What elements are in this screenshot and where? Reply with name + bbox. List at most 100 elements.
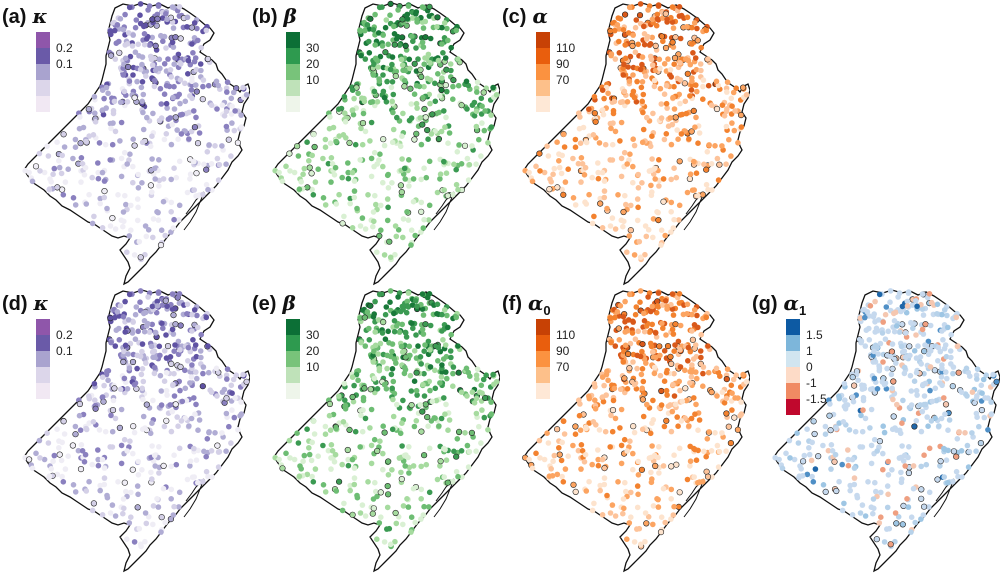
station-point: [671, 370, 677, 377]
station-point: [872, 342, 879, 349]
station-point: [691, 158, 697, 165]
station-point: [134, 196, 141, 202]
station-point: [125, 63, 132, 71]
station-point: [358, 125, 364, 132]
station-point: [560, 131, 567, 138]
station-point: [559, 186, 565, 193]
station-point: [698, 331, 704, 338]
station-point: [118, 442, 125, 449]
station-point: [45, 440, 52, 446]
station-point: [948, 354, 954, 361]
station-point: [639, 426, 646, 433]
station-point: [422, 401, 429, 408]
station-point: [615, 192, 621, 198]
station-point: [427, 387, 433, 394]
station-point: [441, 158, 447, 165]
map-panel-b: (b) β 30 20 10: [250, 0, 500, 288]
station-point: [537, 168, 543, 174]
station-point: [418, 486, 425, 493]
station-point: [170, 25, 177, 31]
station-point: [648, 182, 654, 189]
station-point: [828, 466, 834, 472]
station-point: [988, 411, 995, 417]
station-point: [354, 492, 360, 499]
station-point: [926, 489, 933, 496]
station-point: [410, 38, 416, 45]
station-point: [927, 347, 933, 353]
station-point: [204, 436, 211, 442]
station-point: [465, 464, 472, 470]
station-point: [948, 331, 954, 338]
station-point: [684, 70, 691, 77]
station-point: [384, 196, 391, 202]
station-point: [162, 297, 169, 304]
station-point: [633, 304, 640, 310]
station-point: [412, 232, 418, 239]
station-point: [605, 377, 611, 384]
station-point: [610, 120, 616, 126]
station-point: [627, 53, 634, 60]
station-point: [926, 291, 933, 297]
station-point: [604, 492, 610, 499]
station-point: [652, 176, 658, 182]
station-point: [779, 465, 786, 472]
station-point: [659, 302, 666, 308]
station-point: [626, 520, 633, 526]
station-point: [432, 80, 438, 87]
station-point: [901, 370, 908, 377]
station-point: [601, 178, 608, 184]
station-point: [918, 495, 925, 502]
station-point: [612, 314, 618, 321]
station-point: [904, 496, 910, 502]
station-point: [654, 16, 661, 22]
station-point: [368, 119, 375, 126]
station-point: [349, 456, 356, 463]
station-point: [372, 55, 379, 62]
station-point: [223, 410, 230, 417]
station-point: [91, 93, 98, 100]
station-point: [812, 466, 819, 472]
station-point: [911, 423, 918, 430]
station-point: [118, 119, 125, 126]
station-point: [78, 442, 85, 448]
station-point: [684, 301, 691, 308]
station-point: [286, 150, 293, 157]
station-point: [376, 4, 383, 11]
station-point: [409, 320, 415, 327]
station-point: [389, 98, 395, 105]
legend-swatch: [36, 367, 50, 383]
station-point: [861, 385, 868, 392]
station-point: [130, 423, 137, 430]
station-point: [399, 420, 405, 426]
legend-tick-label: 10: [306, 73, 320, 87]
station-point: [110, 120, 116, 126]
station-point: [385, 204, 391, 211]
station-point: [322, 423, 329, 430]
station-point: [132, 311, 139, 318]
station-point: [639, 98, 645, 105]
station-point: [339, 174, 345, 181]
station-point: [925, 338, 932, 345]
station-point: [624, 448, 630, 454]
station-point: [407, 352, 413, 359]
station-point: [536, 150, 543, 157]
station-point: [700, 96, 706, 102]
station-point: [126, 233, 133, 239]
station-point: [325, 447, 332, 454]
station-point: [142, 223, 149, 229]
station-point: [974, 366, 981, 372]
station-point: [937, 458, 944, 465]
station-point: [641, 31, 648, 37]
station-point: [700, 370, 706, 377]
station-point: [899, 349, 906, 355]
station-point: [833, 425, 839, 432]
station-point: [359, 141, 366, 148]
station-point: [905, 504, 912, 510]
station-point: [170, 44, 177, 50]
station-point: [969, 389, 976, 395]
station-point: [912, 519, 918, 526]
station-point: [926, 504, 932, 510]
station-point: [638, 84, 645, 91]
station-point: [300, 171, 306, 178]
station-point: [622, 55, 629, 62]
